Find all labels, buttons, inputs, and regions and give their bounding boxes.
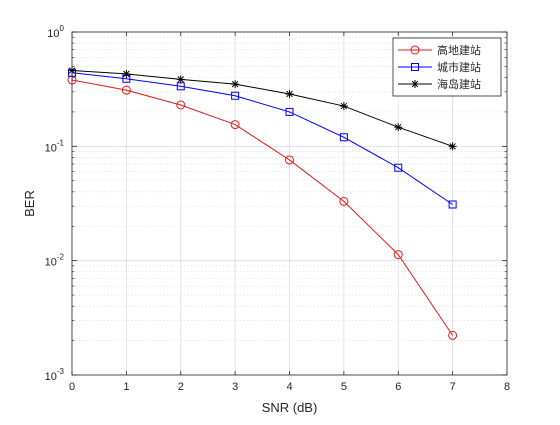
marker-stroke: [395, 123, 402, 131]
marker-stroke: [123, 70, 130, 78]
marker-stroke: [177, 76, 184, 83]
marker-stroke: [411, 80, 419, 88]
series-line: [71, 70, 453, 147]
x-tick-label: 3: [232, 381, 238, 393]
x-tick-label: 8: [504, 381, 510, 393]
data-point: [448, 200, 457, 209]
data-point: [410, 45, 420, 55]
x-tick-label: 4: [286, 381, 292, 393]
x-tick-label: 7: [450, 381, 456, 393]
marker-stroke: [449, 143, 456, 150]
x-tick-label: 1: [123, 381, 129, 393]
y-axis-label: BER: [22, 190, 37, 217]
marker-stroke: [286, 90, 293, 98]
x-tick-label: 0: [69, 381, 75, 393]
legend-label: 海岛建站: [437, 77, 481, 91]
data-point: [122, 69, 131, 78]
data-point: [339, 133, 348, 142]
data-point: [339, 102, 348, 111]
data-point: [285, 89, 294, 98]
x-tick-label: 5: [341, 381, 347, 393]
data-point: [394, 123, 403, 132]
data-point: [448, 142, 457, 151]
data-point: [230, 120, 240, 130]
data-point: [176, 100, 186, 110]
marker-stroke: [231, 80, 239, 88]
data-point: [393, 250, 403, 260]
x-axis-label: SNR (dB): [262, 400, 318, 415]
x-tick-label: 2: [178, 381, 184, 393]
data-point: [448, 330, 458, 340]
data-point: [285, 155, 294, 165]
data-point: [411, 63, 419, 71]
legend-label: 高地建站: [437, 43, 481, 57]
legend-label: 城市建站: [437, 60, 481, 74]
data-point: [285, 107, 294, 116]
marker-stroke: [340, 102, 348, 110]
data-point: [231, 91, 240, 100]
data-point: [339, 196, 349, 206]
data-point: [176, 75, 185, 84]
data-point: [121, 85, 131, 95]
data-point: [411, 80, 419, 88]
x-tick-label: 6: [395, 381, 401, 393]
legend-entry: 高地建站: [398, 43, 481, 57]
series-line: [71, 72, 453, 205]
legend-entry: 城市建站: [398, 60, 481, 74]
data-point: [231, 80, 240, 89]
legend-entry: 海岛建站: [398, 77, 481, 91]
data-point: [394, 163, 403, 172]
series-line: [71, 79, 454, 336]
series-3: [68, 66, 457, 151]
